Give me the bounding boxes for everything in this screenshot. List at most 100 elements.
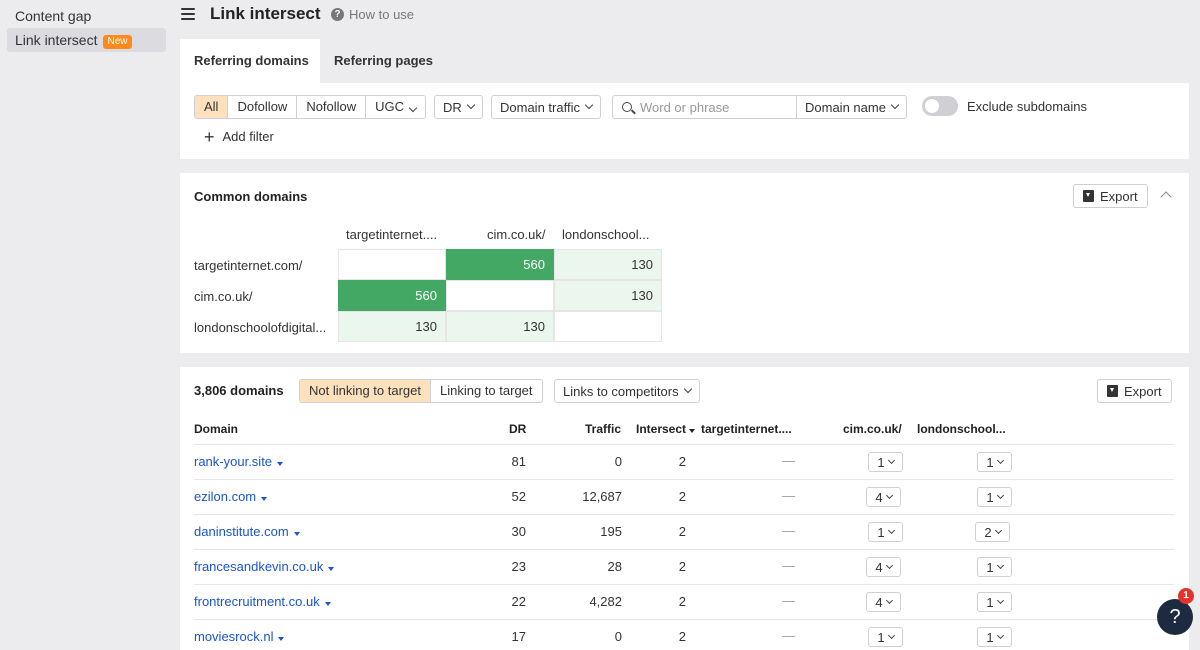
sidebar-item-label: Link intersect [15, 32, 98, 48]
london-links-value: 1 [986, 594, 994, 610]
tab-referring-pages[interactable]: Referring pages [334, 53, 433, 68]
domain-name-dropdown[interactable]: Domain name [796, 95, 907, 119]
column-header-cim[interactable]: cim.co.uk/ [843, 422, 902, 436]
matrix-cell[interactable]: 130 [338, 311, 446, 342]
cim-links-dropdown[interactable]: 1 [868, 522, 903, 542]
linking-button[interactable]: Linking to target [431, 380, 542, 402]
target-value: — [782, 523, 795, 538]
traffic-value: 0 [614, 454, 622, 469]
cim-links-dropdown[interactable]: 4 [866, 592, 901, 612]
filter-ugc[interactable]: UGC [366, 96, 426, 118]
chevron-down-icon [885, 596, 893, 605]
caret-down-icon[interactable] [328, 567, 335, 571]
domain-link[interactable]: francesandkevin.co.uk [194, 559, 324, 574]
table-row-domain[interactable]: francesandkevin.co.uk [194, 559, 335, 574]
ugc-label: UGC [375, 99, 405, 114]
question-icon: ? [331, 8, 344, 21]
sidebar-item-content-gap[interactable]: Content gap [7, 4, 166, 28]
chevron-down-icon [885, 561, 893, 570]
london-links-dropdown[interactable]: 1 [977, 452, 1012, 472]
column-header-domain[interactable]: Domain [194, 422, 239, 436]
matrix-cell[interactable]: 560 [446, 249, 554, 280]
column-header-intersect[interactable]: Intersect [636, 422, 696, 436]
search-input[interactable] [640, 99, 785, 115]
dr-dropdown[interactable]: DR [434, 95, 483, 119]
domain-link[interactable]: frontrecruitment.co.uk [194, 594, 320, 609]
common-domains-title: Common domains [194, 189, 308, 204]
dr-label: DR [443, 99, 462, 115]
matrix-column-header: targetinternet.... [346, 227, 438, 242]
domain-traffic-label: Domain traffic [500, 99, 580, 115]
matrix-cell[interactable]: 130 [446, 311, 554, 342]
cim-links-dropdown[interactable]: 1 [868, 627, 903, 647]
intersect-value: 2 [678, 489, 686, 504]
cim-links-dropdown[interactable]: 4 [866, 557, 901, 577]
sidebar-item-label: Content gap [15, 8, 92, 24]
add-filter-label: Add filter [222, 129, 274, 144]
matrix-cell[interactable]: 560 [338, 280, 446, 311]
filter-dofollow[interactable]: Dofollow [228, 96, 298, 118]
target-value: — [782, 558, 795, 573]
chevron-down-icon [996, 456, 1004, 465]
caret-down-icon[interactable] [278, 637, 285, 641]
chevron-down-icon [887, 631, 895, 640]
filter-all[interactable]: All [195, 96, 229, 118]
chevron-down-icon [996, 631, 1004, 640]
chevron-down-icon [408, 103, 418, 113]
chevron-down-icon [890, 100, 900, 110]
column-header-london[interactable]: londonschool... [917, 422, 1006, 436]
chevron-down-icon [887, 456, 895, 465]
domain-link[interactable]: ezilon.com [194, 489, 257, 504]
dr-value: 17 [511, 629, 526, 644]
add-filter-button[interactable]: + Add filter [204, 128, 274, 146]
cim-links-dropdown[interactable]: 1 [868, 452, 903, 472]
matrix-cell [446, 280, 554, 311]
divider [194, 479, 1174, 480]
table-row-domain[interactable]: ezilon.com [194, 489, 268, 504]
caret-down-icon[interactable] [293, 532, 300, 536]
column-header-dr[interactable]: DR [509, 422, 527, 436]
traffic-value: 4,282 [589, 594, 622, 609]
chevron-down-icon [996, 596, 1004, 605]
domain-link[interactable]: moviesrock.nl [194, 629, 274, 644]
table-row-domain[interactable]: moviesrock.nl [194, 629, 285, 644]
table-row-domain[interactable]: daninstitute.com [194, 524, 300, 539]
exclude-subdomains-toggle[interactable] [922, 96, 958, 116]
caret-down-icon[interactable] [277, 462, 284, 466]
links-to-competitors-dropdown[interactable]: Links to competitors [554, 379, 700, 403]
domain-traffic-dropdown[interactable]: Domain traffic [491, 95, 601, 119]
not-linking-button[interactable]: Not linking to target [300, 380, 432, 402]
intersect-value: 2 [678, 594, 686, 609]
dr-value: 30 [511, 524, 526, 539]
london-links-value: 1 [986, 629, 994, 645]
column-header-traffic[interactable]: Traffic [585, 422, 622, 436]
menu-icon[interactable] [181, 8, 195, 20]
export-button[interactable]: Export [1073, 184, 1148, 208]
table-row-domain[interactable]: rank-your.site [194, 454, 284, 469]
london-links-dropdown[interactable]: 1 [977, 487, 1012, 507]
tab-referring-domains[interactable]: Referring domains [180, 39, 320, 83]
matrix-cell[interactable]: 130 [554, 280, 662, 311]
divider [194, 619, 1174, 620]
help-button[interactable]: ? [1157, 599, 1193, 635]
sidebar-item-link-intersect[interactable]: Link intersect New [7, 28, 166, 52]
london-links-value: 2 [984, 524, 992, 540]
london-links-dropdown[interactable]: 1 [977, 557, 1012, 577]
cim-links-value: 1 [877, 524, 885, 540]
filter-nofollow[interactable]: Nofollow [297, 96, 367, 118]
london-links-dropdown[interactable]: 1 [977, 592, 1012, 612]
cim-links-dropdown[interactable]: 4 [866, 487, 901, 507]
how-to-use-link[interactable]: ? How to use [331, 7, 414, 22]
column-header-target[interactable]: targetinternet.... [701, 422, 792, 436]
domain-link[interactable]: daninstitute.com [194, 524, 289, 539]
table-row-domain[interactable]: frontrecruitment.co.uk [194, 594, 331, 609]
caret-down-icon[interactable] [324, 602, 331, 606]
export-button[interactable]: Export [1097, 379, 1172, 403]
domain-link[interactable]: rank-your.site [194, 454, 273, 469]
caret-down-icon[interactable] [261, 497, 268, 501]
london-links-dropdown[interactable]: 1 [977, 627, 1012, 647]
london-links-dropdown[interactable]: 2 [975, 522, 1010, 542]
search-field [612, 95, 797, 119]
dr-value: 23 [511, 559, 526, 574]
matrix-cell[interactable]: 130 [554, 249, 662, 280]
